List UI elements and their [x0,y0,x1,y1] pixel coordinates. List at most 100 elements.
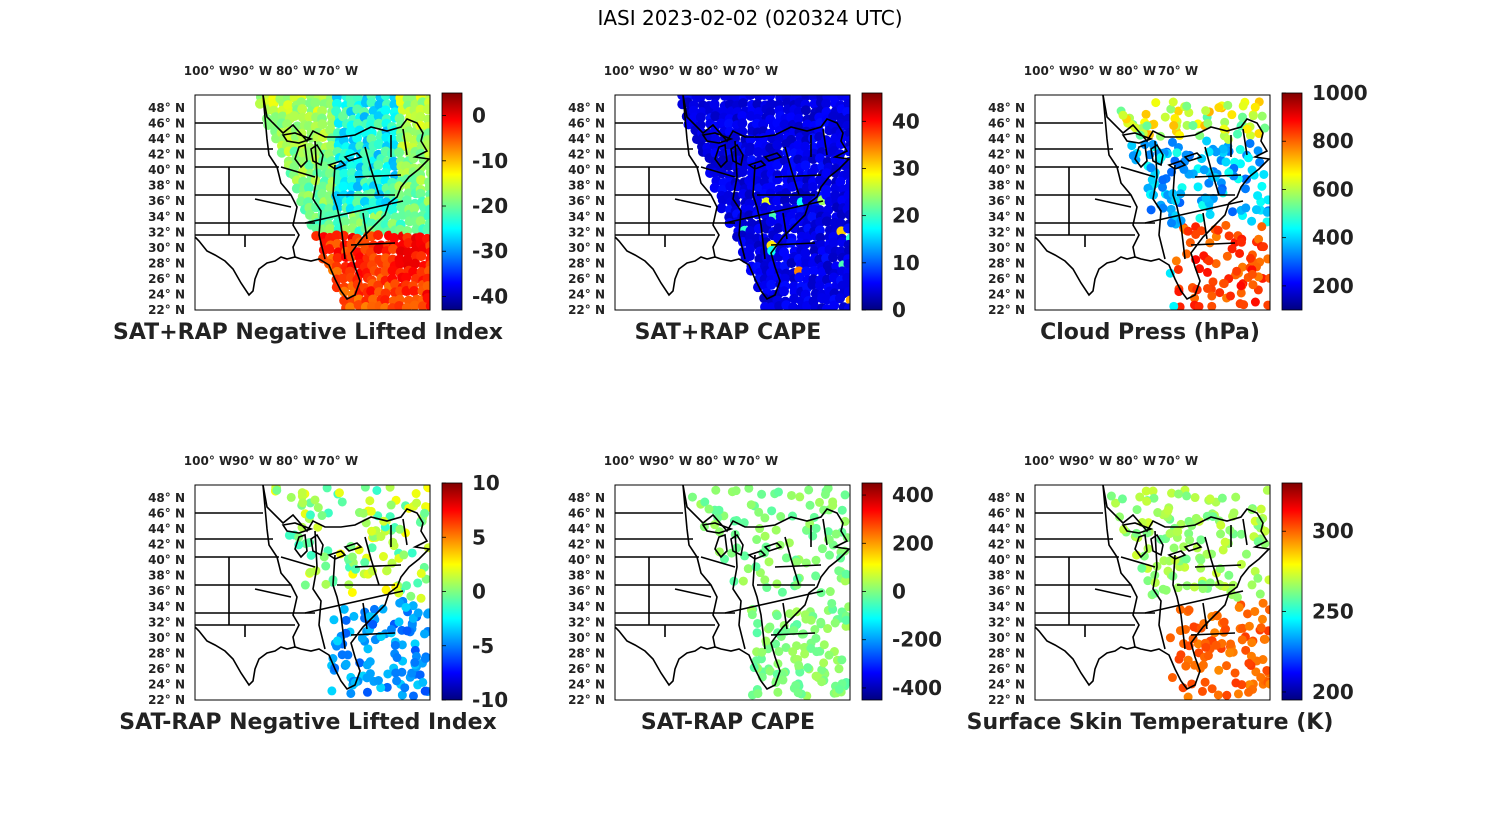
great-lake [701,522,734,534]
data-point [416,267,427,278]
lat-tick-label: 26° N [988,662,1025,676]
data-point [310,97,321,108]
lat-tick-label: 32° N [568,615,605,629]
data-point [327,686,337,696]
data-point [1148,486,1158,496]
data-point [811,555,821,565]
data-point [759,548,769,558]
great-lake [1121,522,1154,534]
data-point [409,300,420,310]
colorbar [861,92,883,311]
data-point [366,506,376,516]
lon-tick-label: 70° W [1158,454,1198,468]
data-point [354,545,364,555]
state-border [1152,530,1166,650]
data-point [834,566,844,576]
data-point [283,100,294,111]
data-point [786,237,797,248]
data-point [346,688,356,698]
data-point [1195,264,1205,274]
data-point [757,489,767,499]
data-point [823,624,833,634]
data-point [1265,273,1270,283]
state-border [254,198,292,208]
colorbar-tick-label: 0 [472,104,486,128]
data-point [1167,137,1177,147]
great-lake [327,160,347,170]
lat-tick-label: 36° N [568,194,605,208]
data-point [814,225,825,236]
data-point [841,569,850,579]
data-point [347,552,357,562]
data-point [746,500,756,510]
data-point [305,510,315,520]
data-point [1188,121,1198,131]
state-border [1242,128,1248,156]
data-point [715,527,725,537]
data-point [1233,689,1243,699]
data-point [793,113,804,124]
data-point [382,566,392,576]
data-point [1262,485,1270,495]
data-point [368,619,378,629]
lat-tick-label: 44° N [988,522,1025,536]
lat-tick-label: 44° N [148,132,185,146]
data-point [407,668,417,678]
data-point [843,303,850,310]
data-point [1264,575,1270,585]
lon-tick-label: 80° W [276,454,316,468]
data-point [779,286,790,297]
data-point [1142,121,1152,131]
panel-sat-minus-rap-cape: 100° W 90° W 80° W 70° W 48° N 46° N 44° N 42° … [520,445,1000,745]
data-point [821,294,832,305]
lat-tick-label: 38° N [148,179,185,193]
data-point [828,111,839,122]
data-point [390,279,401,290]
data-point [300,580,310,590]
colorbar-tick-label: -10 [472,149,508,173]
lat-tick-label: 28° N [148,256,185,270]
data-point [1191,513,1201,523]
data-point [409,203,420,214]
data-point [1165,268,1175,278]
data-point [1167,218,1177,228]
data-point [325,140,336,151]
state-border [1190,632,1236,636]
lon-tick-label: 80° W [276,64,316,78]
data-point [765,216,776,227]
data-point [1165,529,1175,539]
data-point [800,160,811,171]
data-point [777,587,787,597]
data-point [789,625,799,635]
data-point [1207,684,1217,694]
data-point [401,602,411,612]
lat-tick-label: 42° N [148,148,185,162]
data-point [1175,130,1185,140]
data-point [411,489,421,499]
data-point [410,639,420,649]
data-point [711,485,721,495]
data-point [388,244,399,255]
colorbar-tick-label: 400 [1312,226,1354,250]
data-point [409,286,420,297]
data-point [372,485,382,495]
data-point [1248,111,1258,121]
data-point [824,550,834,560]
lat-tick-label: 22° N [988,303,1025,317]
data-point [1189,622,1199,632]
lon-tick-label: 70° W [1158,64,1198,78]
lat-tick-label: 36° N [568,584,605,598]
data-point [1258,598,1268,608]
lat-tick-label: 46° N [988,117,1025,131]
state-border [1152,140,1166,260]
data-point [368,197,379,208]
data-point [1199,165,1209,175]
data-point [811,671,821,681]
state-border [732,140,746,260]
lat-tick-label: 30° N [568,241,605,255]
panel-title: SAT+RAP Negative Lifted Index [113,320,503,345]
data-point [792,607,802,617]
data-point [792,557,802,567]
data-point [410,657,420,667]
data-point [418,677,428,687]
